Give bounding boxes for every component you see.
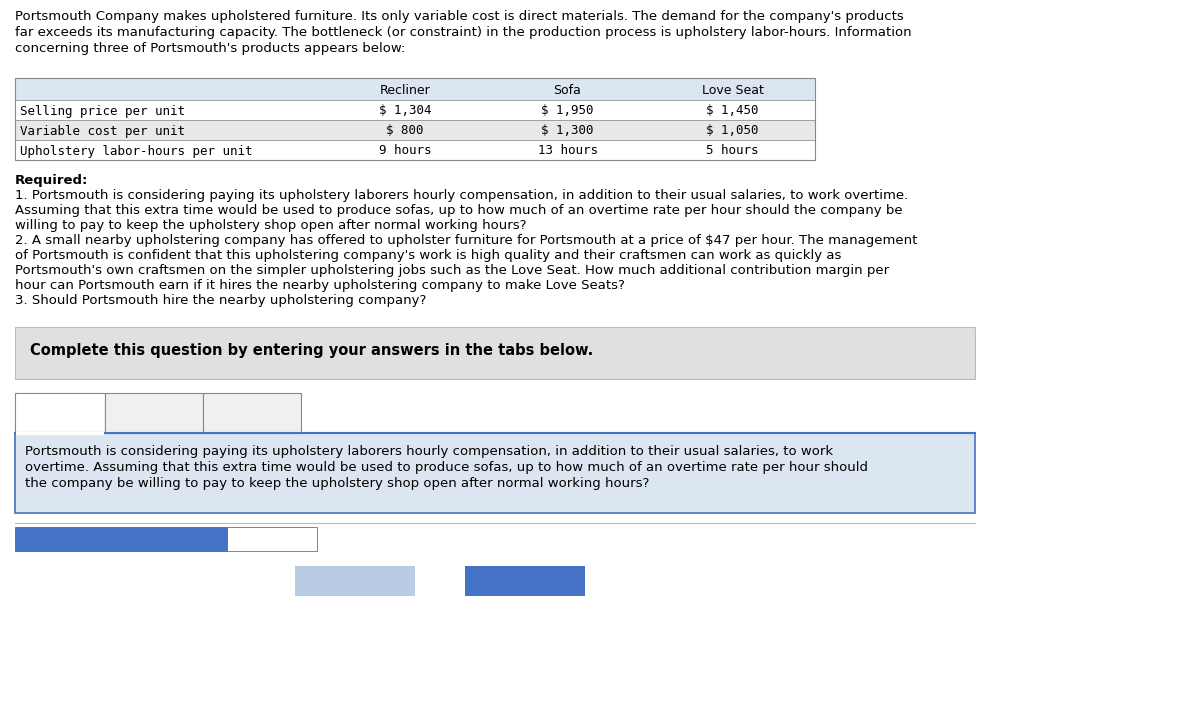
- Bar: [203, 393, 301, 433]
- Text: Love Seat: Love Seat: [702, 83, 763, 97]
- Bar: [466, 566, 586, 596]
- Text: Maximum overtime rate per hour: Maximum overtime rate per hour: [22, 533, 229, 547]
- Text: Sofa: Sofa: [553, 83, 582, 97]
- Bar: [16, 432, 104, 435]
- Text: $ 1,950: $ 1,950: [541, 105, 594, 117]
- Bar: [14, 527, 227, 551]
- Bar: [14, 120, 815, 140]
- Text: $ 1,450: $ 1,450: [707, 105, 758, 117]
- Bar: [14, 100, 815, 120]
- Text: Selling price per unit: Selling price per unit: [20, 105, 185, 117]
- Text: 9 hours: 9 hours: [379, 144, 431, 158]
- Text: the company be willing to pay to keep the upholstery shop open after normal work: the company be willing to pay to keep th…: [25, 477, 649, 490]
- Bar: [14, 78, 815, 100]
- Text: $ 1,050: $ 1,050: [707, 124, 758, 137]
- Bar: [14, 393, 106, 433]
- Text: $ 800: $ 800: [386, 124, 424, 137]
- Text: overtime. Assuming that this extra time would be used to produce sofas, up to ho: overtime. Assuming that this extra time …: [25, 461, 868, 474]
- Text: Recliner: Recliner: [379, 83, 431, 97]
- Bar: [106, 393, 203, 433]
- Text: $ 1,304: $ 1,304: [379, 105, 431, 117]
- Text: Required 1: Required 1: [24, 407, 96, 420]
- Bar: [14, 140, 815, 160]
- Text: Required 3: Required 3: [216, 407, 288, 420]
- Text: willing to pay to keep the upholstery shop open after normal working hours?: willing to pay to keep the upholstery sh…: [14, 219, 527, 232]
- Text: 3. Should Portsmouth hire the nearby upholstering company?: 3. Should Portsmouth hire the nearby uph…: [14, 294, 426, 307]
- Bar: [227, 527, 317, 551]
- Bar: [295, 566, 415, 596]
- Text: Required 2: Required 2: [118, 407, 190, 420]
- Text: 2. A small nearby upholstering company has offered to upholster furniture for Po: 2. A small nearby upholstering company h…: [14, 234, 917, 247]
- Text: Required 2  >: Required 2 >: [474, 575, 576, 589]
- Text: 13 hours: 13 hours: [538, 144, 598, 158]
- Text: Upholstery labor-hours per unit: Upholstery labor-hours per unit: [20, 144, 252, 158]
- Text: $ 1,300: $ 1,300: [541, 124, 594, 137]
- Text: 5 hours: 5 hours: [707, 144, 758, 158]
- Text: <  Required 1: < Required 1: [304, 575, 406, 589]
- Bar: [14, 78, 815, 160]
- Text: concerning three of Portsmouth's products appears below:: concerning three of Portsmouth's product…: [14, 42, 406, 55]
- Bar: [14, 327, 974, 379]
- Text: of Portsmouth is confident that this upholstering company's work is high quality: of Portsmouth is confident that this uph…: [14, 249, 841, 262]
- Text: Assuming that this extra time would be used to produce sofas, up to how much of : Assuming that this extra time would be u…: [14, 204, 902, 217]
- Text: Variable cost per unit: Variable cost per unit: [20, 124, 185, 137]
- Text: Portsmouth Company makes upholstered furniture. Its only variable cost is direct: Portsmouth Company makes upholstered fur…: [14, 10, 904, 23]
- Text: Portsmouth's own craftsmen on the simpler upholstering jobs such as the Love Sea: Portsmouth's own craftsmen on the simple…: [14, 264, 889, 277]
- Text: Required:: Required:: [14, 174, 89, 187]
- Text: Complete this question by entering your answers in the tabs below.: Complete this question by entering your …: [30, 343, 593, 358]
- Text: far exceeds its manufacturing capacity. The bottleneck (or constraint) in the pr: far exceeds its manufacturing capacity. …: [14, 26, 912, 39]
- Bar: [14, 433, 974, 513]
- Text: 1. Portsmouth is considering paying its upholstery laborers hourly compensation,: 1. Portsmouth is considering paying its …: [14, 189, 908, 202]
- Text: hour can Portsmouth earn if it hires the nearby upholstering company to make Lov: hour can Portsmouth earn if it hires the…: [14, 279, 625, 292]
- Text: Portsmouth is considering paying its upholstery laborers hourly compensation, in: Portsmouth is considering paying its uph…: [25, 445, 833, 458]
